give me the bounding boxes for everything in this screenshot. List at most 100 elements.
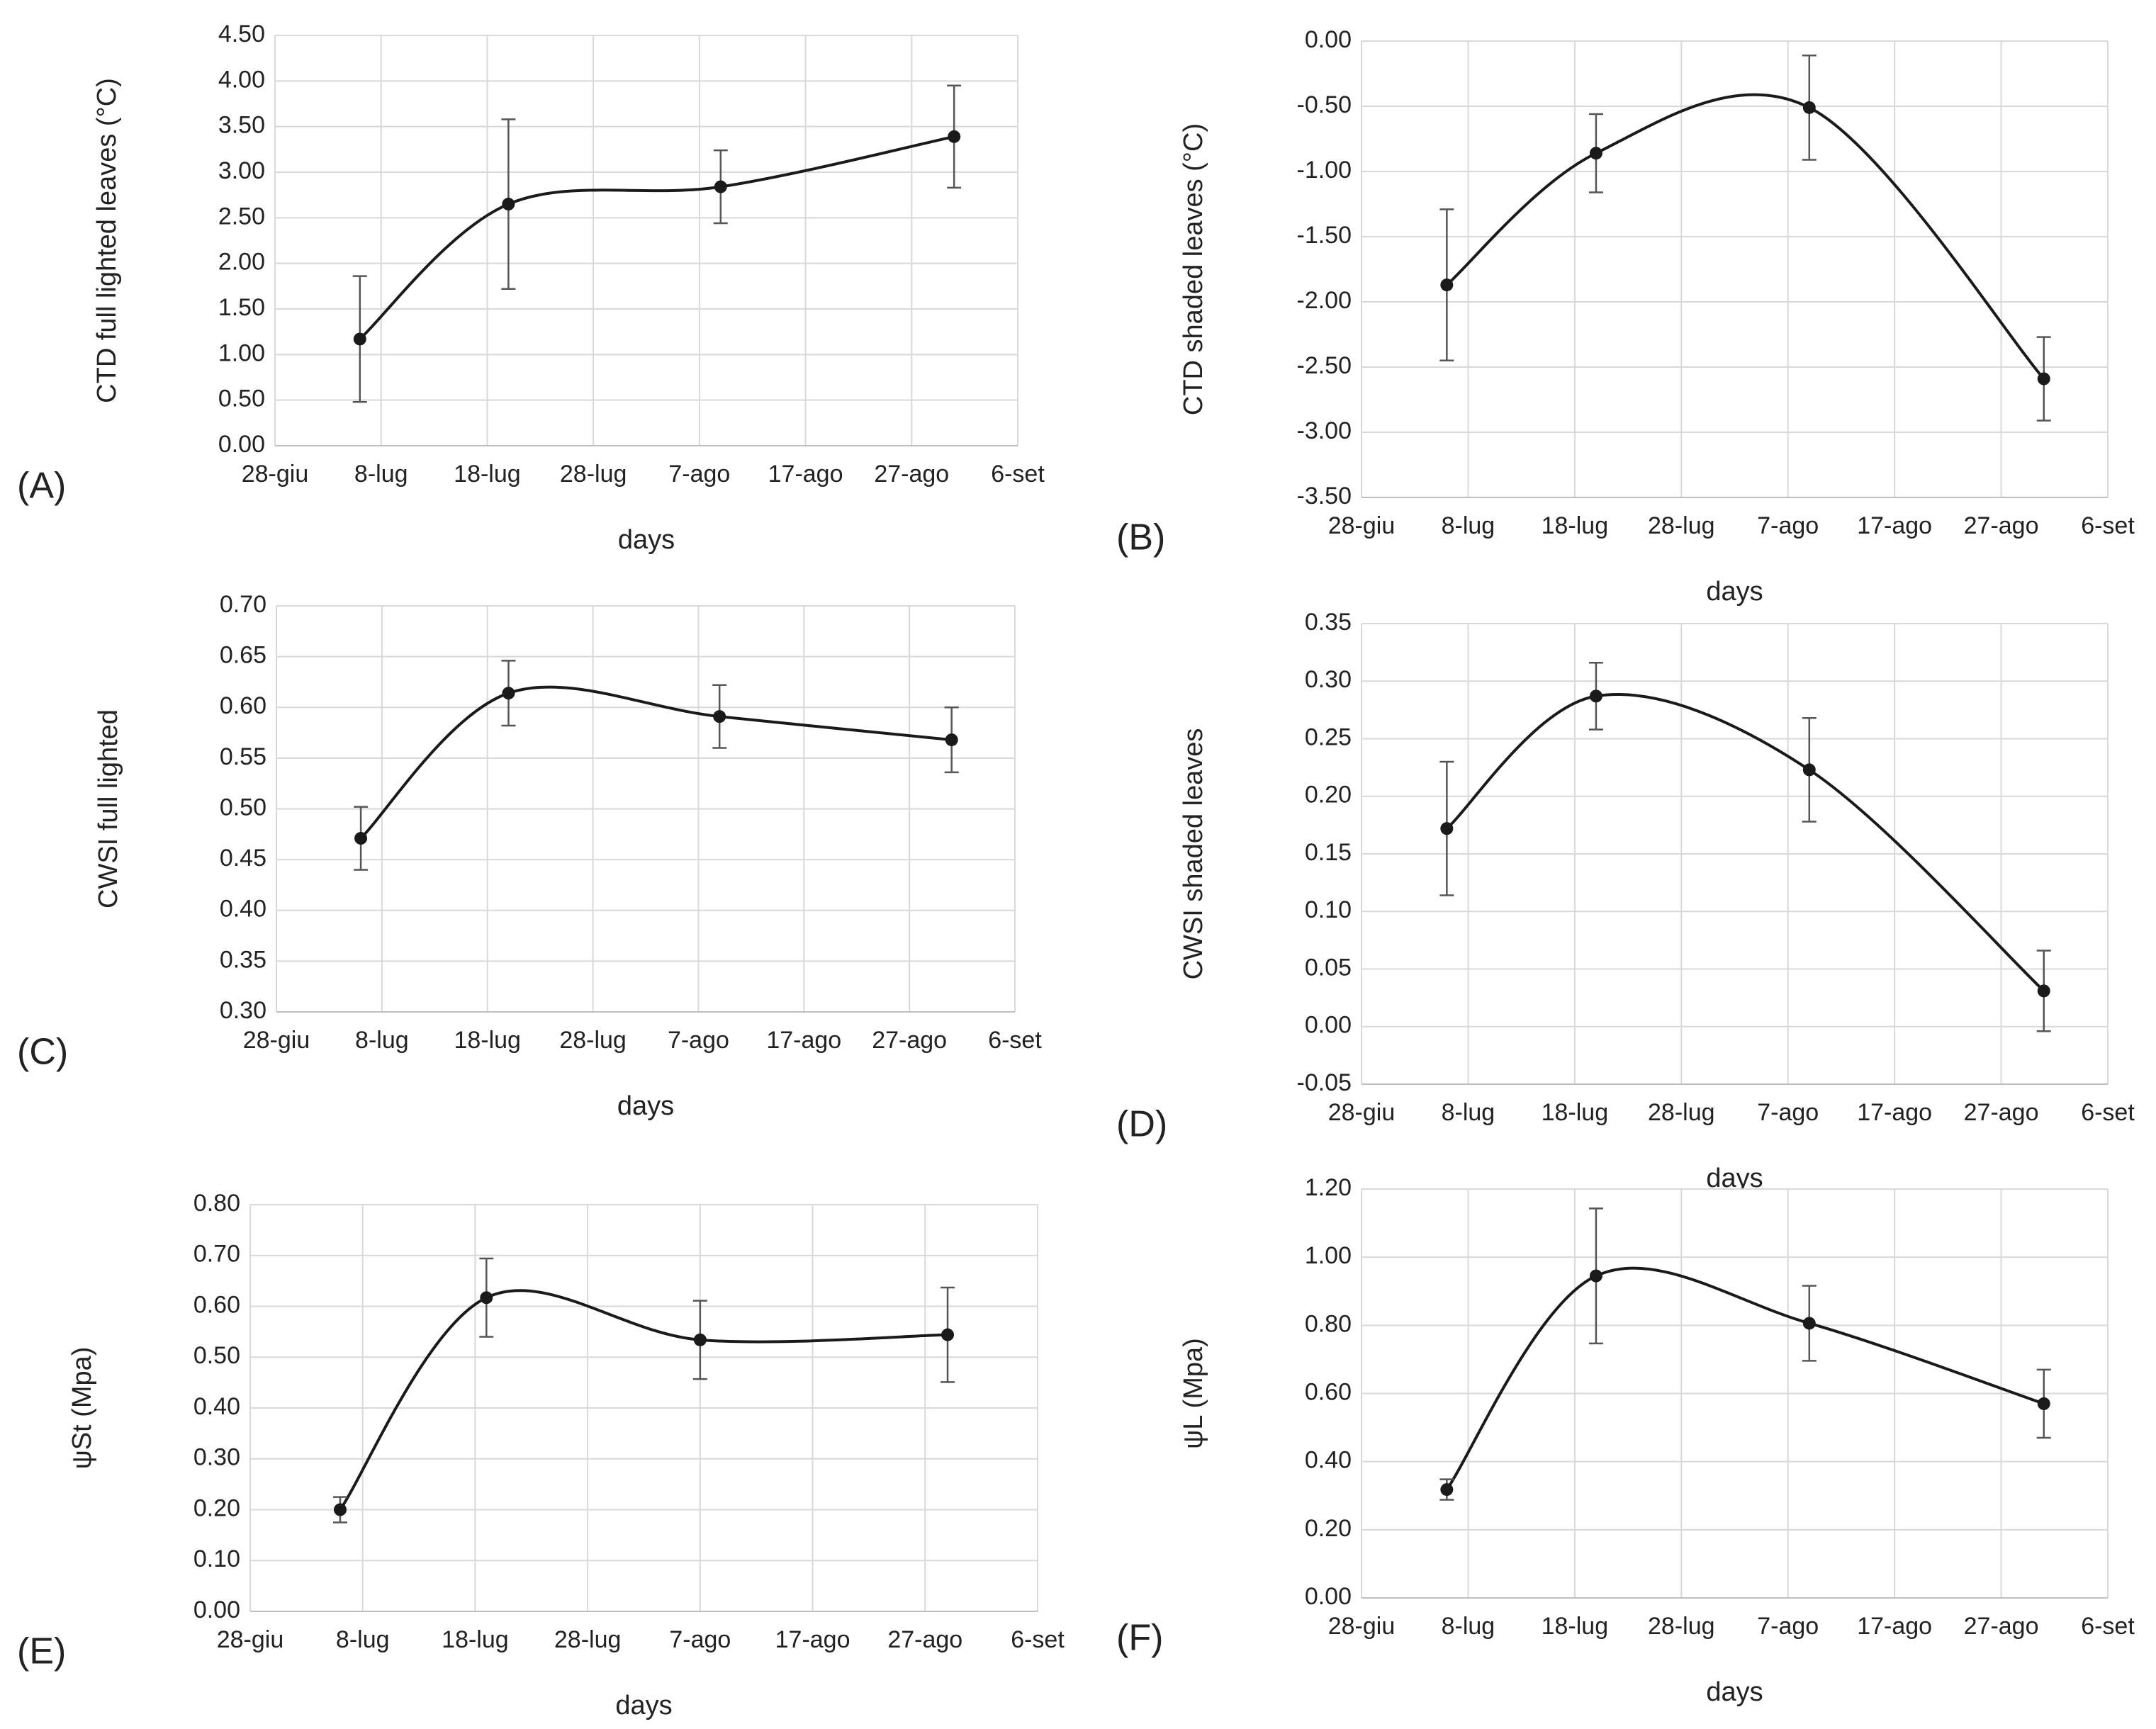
y-axis-title: CTD shaded leaves (°C) [1179,123,1208,415]
x-tick-label: 28-giu [1328,1613,1396,1640]
y-tick-label: 0.60 [193,1291,240,1318]
y-tick-label: 3.00 [218,157,265,184]
data-point [480,1291,493,1305]
y-tick-label: 2.00 [218,249,265,276]
y-tick-label: 0.00 [1305,1012,1352,1039]
y-tick-label: 0.30 [193,1444,240,1471]
data-point [693,1333,707,1346]
data-point [502,687,515,700]
y-tick-label: 0.40 [193,1393,240,1420]
x-tick-label: 28-lug [560,461,627,488]
x-tick-label: 28-lug [559,1027,627,1054]
x-tick-label: 28-lug [1648,512,1715,539]
x-axis-title: days [617,1091,674,1121]
x-tick-label: 17-ago [775,1626,850,1653]
data-point [1589,147,1602,160]
x-tick-label: 7-ago [1757,512,1819,539]
x-tick-label: 6-set [988,1027,1042,1054]
y-tick-label: 2.50 [218,203,265,230]
y-tick-label: 0.70 [193,1241,240,1268]
panel-label: (A) [17,466,66,507]
y-tick-label: 0.65 [220,642,266,669]
y-tick-label: -2.50 [1297,352,1352,379]
data-point [1440,278,1454,292]
x-tick-label: 27-ago [1964,1099,2039,1126]
data-point [1440,822,1454,835]
x-tick-label: 8-lug [336,1626,390,1653]
panel-label: (F) [1116,1618,1163,1659]
line [359,135,955,340]
data-point [1802,1317,1816,1330]
data-point [713,710,726,723]
y-tick-label: 0.35 [1305,609,1352,636]
y-tick-label: 1.00 [1305,1242,1352,1269]
x-tick-label: 27-ago [887,1626,962,1653]
y-tick-label: 0.50 [193,1342,240,1369]
line [1446,93,2045,380]
x-axis-title: days [1706,1677,1763,1707]
y-tick-label: 0.55 [220,743,266,770]
y-tick-label: 4.00 [218,66,265,93]
x-tick-label: 8-lug [1442,512,1495,539]
chart-panel: 0.00 -0.50 -1.00 -1.50 -2.00 -2.50 -3.00 -3.50 2… [1116,26,2135,607]
y-tick-label: 0.40 [1305,1447,1352,1474]
data-point [2037,984,2050,998]
data-point [333,1503,347,1516]
y-tick-label: 0.05 [1305,954,1352,981]
x-tick-label: 28-lug [554,1626,622,1653]
panel-label: (C) [17,1032,68,1073]
data-point [2037,1397,2050,1410]
panel-label: (B) [1116,517,1165,558]
x-tick-label: 7-ago [1757,1099,1819,1126]
x-tick-label: 18-lug [1542,1613,1609,1640]
data-point [1802,763,1816,777]
y-tick-label: 0.20 [1305,1515,1352,1542]
y-tick-label: 0.30 [1305,666,1352,693]
y-tick-label: 4.50 [218,21,265,47]
chart-panel: 0.30 0.35 0.40 0.45 0.50 0.55 0.60 0.65 0.70 28-g… [17,591,1042,1121]
x-tick-label: 17-ago [1857,512,1932,539]
plot-area [1361,41,2108,497]
chart-panel: -0.05 0.00 0.05 0.10 0.15 0.20 0.25 0.30 0.35 28-… [1116,609,2135,1193]
y-tick-label: 0.45 [220,845,266,872]
x-tick-label: 27-ago [872,1027,947,1054]
y-tick-label: 1.00 [218,339,265,366]
x-tick-label: 28-giu [1328,512,1396,539]
data-point [948,130,961,143]
y-tick-label: 0.20 [1305,782,1352,809]
x-tick-label: 18-lug [1542,1099,1609,1126]
y-tick-label: -0.50 [1297,91,1352,118]
x-tick-label: 6-set [2081,1099,2135,1126]
line [1445,1266,2045,1491]
x-tick-label: 27-ago [1964,1613,2039,1640]
y-tick-label: -2.00 [1297,287,1352,314]
x-tick-label: 8-lug [355,1027,409,1054]
x-tick-label: 27-ago [874,461,949,488]
y-axis-title: CWSI shaded leaves [1179,728,1208,980]
x-tick-label: 7-ago [1757,1613,1819,1640]
data-point [1589,1269,1602,1283]
y-tick-label: 0.15 [1305,839,1352,866]
x-tick-label: 28-giu [1328,1099,1396,1126]
y-tick-label: -3.50 [1297,483,1352,509]
y-tick-label: 0.35 [220,946,266,973]
x-axis-title: days [615,1691,672,1720]
data-point [1802,101,1816,114]
x-tick-label: 8-lug [1442,1613,1495,1640]
y-axis-title: ψSt (Mpa) [67,1347,97,1470]
chart-panel: 0.00 0.50 1.00 1.50 2.00 2.50 3.00 3.50 4.00 4.50… [17,21,1045,555]
data-point [1440,1483,1454,1497]
data-point [714,180,727,193]
y-axis-title: CTD full lighted leaves (°C) [92,78,122,403]
y-tick-label: 0.40 [220,896,266,923]
x-tick-label: 18-lug [1542,512,1609,539]
x-tick-label: 6-set [1011,1626,1065,1653]
x-tick-label: 7-ago [668,461,730,488]
data-point [502,198,515,211]
y-axis-title: ψL (Mpa) [1179,1338,1208,1449]
y-tick-label: 0.30 [220,997,266,1024]
y-tick-label: 0.50 [218,385,265,412]
x-tick-label: 8-lug [354,461,408,488]
